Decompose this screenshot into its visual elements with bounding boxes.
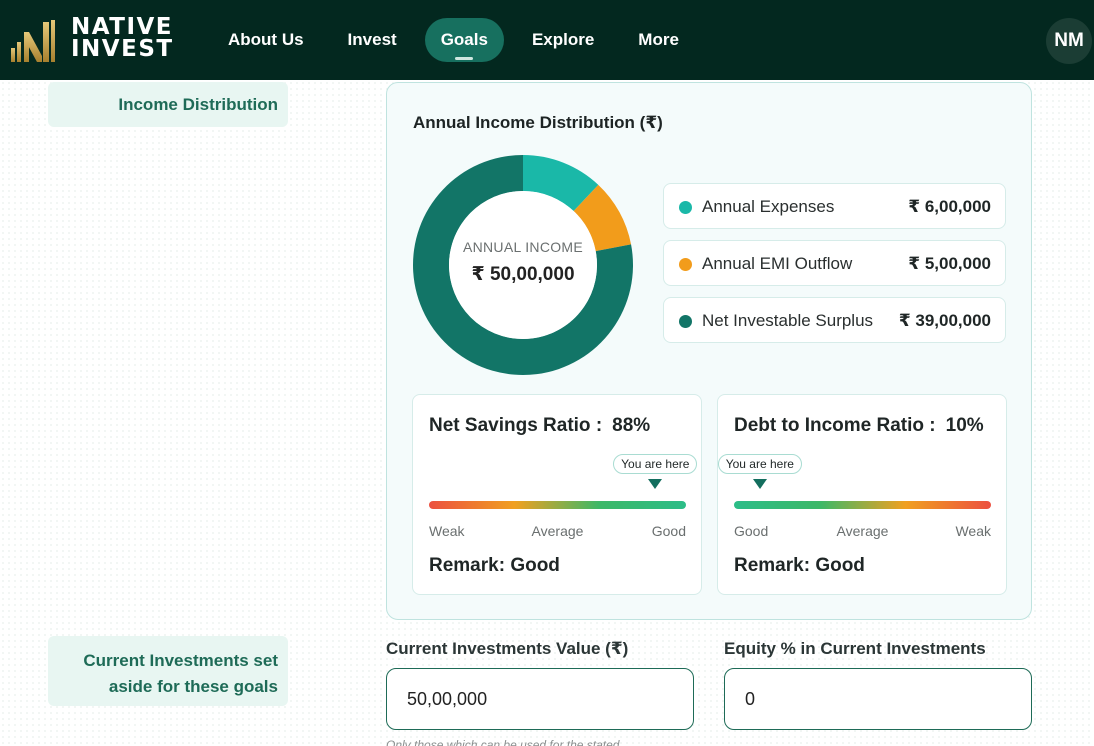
legend-dot-icon [679, 315, 692, 328]
ratio-value: 88% [612, 415, 651, 436]
main-nav: About Us Invest Goals Explore More [212, 18, 707, 62]
user-avatar[interactable]: NM [1046, 18, 1092, 64]
ratio-title: Net Savings Ratio :88% [429, 415, 651, 436]
position-marker-icon [648, 479, 663, 489]
legend-label: Net Investable Surplus [702, 311, 874, 330]
income-donut-chart [413, 155, 633, 375]
ratio-remark: Remark: Good [734, 555, 865, 576]
nav-more[interactable]: More [638, 30, 679, 49]
panel-title: Annual Income Distribution (₹) [413, 113, 663, 132]
ratio-title: Debt to Income Ratio :10% [734, 415, 984, 436]
donut-slice-net-investable-surplus [413, 155, 633, 375]
nav-goals[interactable]: Goals [424, 18, 504, 62]
ratio-remark: Remark: Good [429, 555, 560, 576]
legend-annual-expenses: Annual Expenses ₹ 6,00,000 [663, 183, 1006, 229]
equity-percent-input[interactable] [724, 668, 1032, 730]
native-invest-logo[interactable]: NATIVE INVEST [10, 16, 172, 64]
ratio-gradient-bar [429, 501, 686, 509]
logo-bars-icon [11, 20, 55, 62]
legend-annual-emi-outflow: Annual EMI Outflow ₹ 5,00,000 [663, 240, 1006, 286]
legend-value: ₹ 6,00,000 [908, 197, 991, 216]
investments-hint-text: Only those which can be used for the sta… [386, 738, 620, 746]
position-marker-icon [752, 479, 767, 489]
income-distribution-label: Income Distribution [48, 82, 288, 127]
equity-percent-label: Equity % in Current Investments [724, 639, 986, 658]
current-investments-value-label: Current Investments Value (₹) [386, 639, 629, 658]
current-investments-label: Current Investments set aside for these … [48, 636, 288, 706]
debt-to-income-ratio-card: Debt to Income Ratio :10% You are here G… [717, 394, 1007, 595]
current-investments-value-input[interactable] [386, 668, 694, 730]
legend-dot-icon [679, 258, 692, 271]
you-are-here-bubble: You are here [613, 454, 698, 474]
legend-value: ₹ 39,00,000 [898, 311, 991, 330]
nav-about-us[interactable]: About Us [228, 30, 304, 49]
legend-label: Annual Expenses [702, 197, 835, 216]
nav-invest[interactable]: Invest [347, 30, 397, 49]
donut-center-value: ₹ 50,00,000 [471, 264, 575, 285]
net-savings-ratio-card: Net Savings Ratio :88% You are here Weak… [412, 394, 702, 595]
legend-net-investable-surplus: Net Investable Surplus ₹ 39,00,000 [663, 297, 1006, 343]
top-navbar: NATIVE INVEST About Us Invest Goals Expl… [0, 0, 1094, 80]
nav-explore[interactable]: Explore [531, 30, 595, 49]
legend-value: ₹ 5,00,000 [908, 254, 991, 273]
donut-hole [449, 191, 597, 339]
legend-dot-icon [679, 201, 692, 214]
ratio-gradient-bar [734, 501, 991, 509]
donut-center-label: ANNUAL INCOME [462, 239, 584, 255]
you-are-here-bubble: You are here [717, 454, 802, 474]
donut-slice-annual-expenses [523, 155, 599, 212]
ratio-value: 10% [945, 415, 984, 436]
donut-slice-annual-emi-outflow [573, 184, 632, 252]
logo-wordmark: NATIVE INVEST [71, 14, 174, 62]
legend-label: Annual EMI Outflow [702, 254, 853, 273]
income-distribution-panel: Annual Income Distribution (₹) ANNUAL IN… [386, 82, 1032, 620]
